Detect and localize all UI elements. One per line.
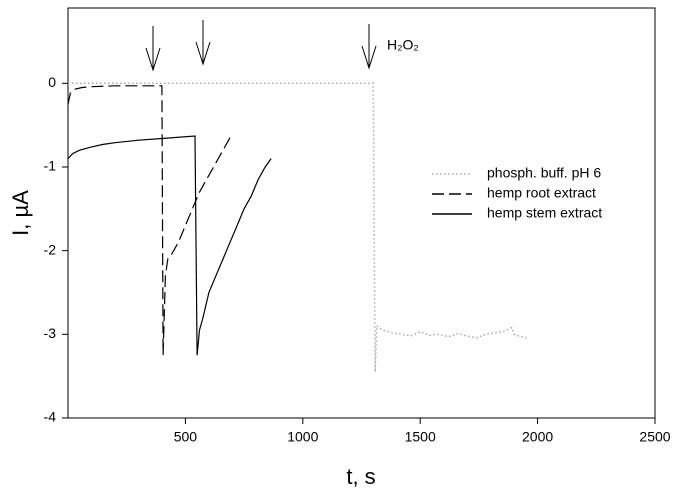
x-tick-label: 2000	[522, 429, 553, 445]
x-tick-label: 1500	[405, 429, 436, 445]
legend-label: phosph. buff. pH 6	[487, 165, 601, 181]
y-tick-label: -2	[44, 241, 57, 257]
legend-label: hemp stem extract	[487, 205, 602, 221]
legend-label: hemp root extract	[487, 185, 596, 201]
arrows	[145, 20, 377, 72]
y-tick-label: 0	[48, 74, 56, 90]
x-tick-label: 2500	[639, 429, 670, 445]
annotation: H₂O₂	[387, 37, 419, 53]
y-tick-label: -3	[44, 325, 57, 341]
y-tick-label: -4	[44, 409, 57, 425]
series-line	[67, 85, 231, 356]
x-tick-label: 1000	[287, 429, 318, 445]
arrow	[361, 24, 377, 70]
arrow	[145, 26, 161, 72]
series-line	[67, 135, 272, 356]
x-tick-label: 500	[174, 429, 198, 445]
x-axis-title: t, s	[346, 464, 375, 489]
series-line	[68, 82, 529, 373]
y-axis-title: I, µA	[8, 190, 33, 236]
plot-frame	[67, 7, 656, 419]
arrow	[195, 20, 211, 66]
y-tick-label: -1	[44, 158, 57, 174]
